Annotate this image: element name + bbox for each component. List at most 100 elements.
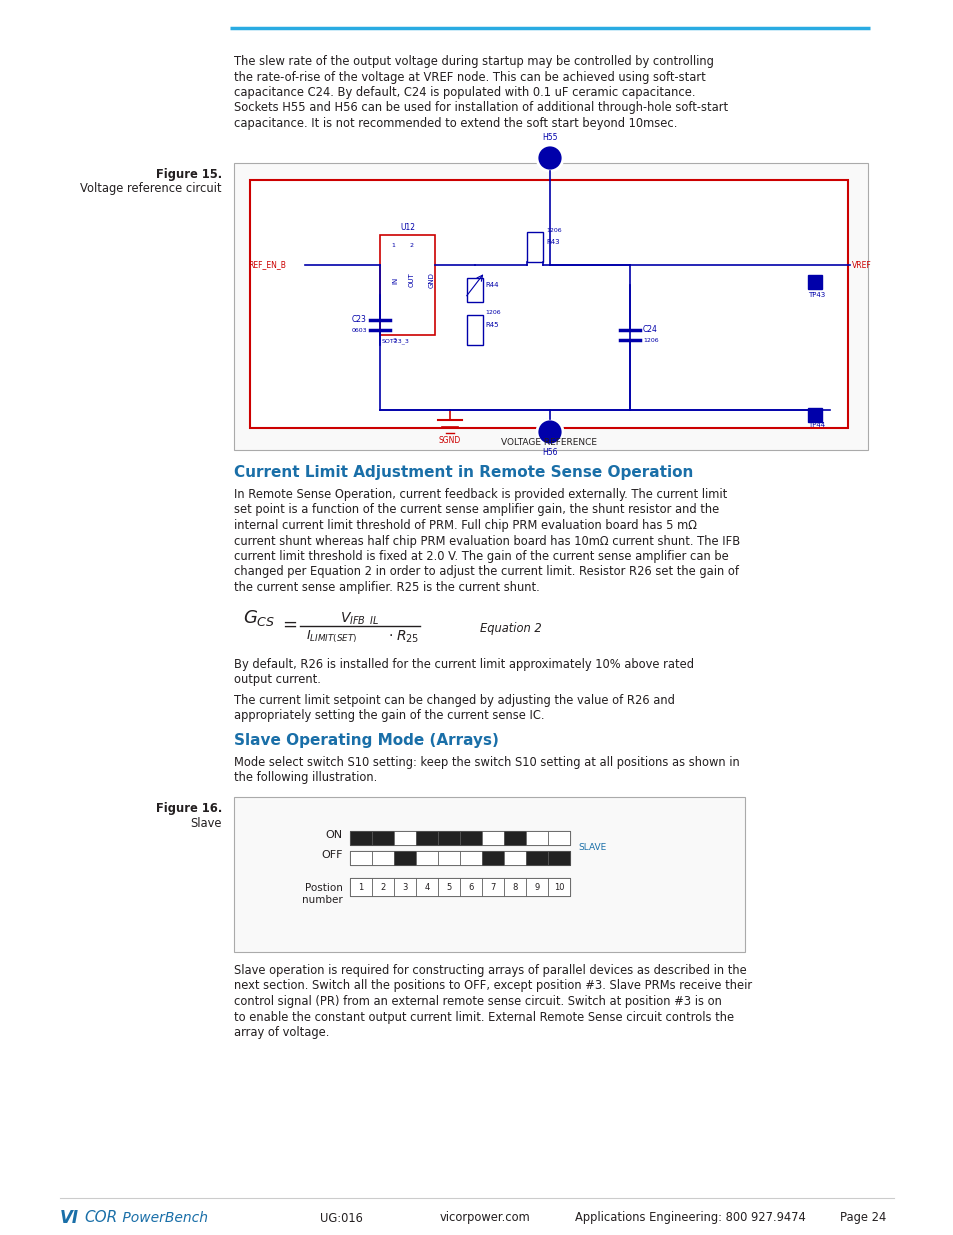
Bar	[437, 878, 459, 897]
Bar	[481, 851, 503, 864]
Text: C24: C24	[642, 326, 658, 335]
Text: Slave: Slave	[191, 818, 222, 830]
Text: H55: H55	[541, 133, 558, 142]
Text: 8: 8	[512, 883, 517, 892]
Bar	[372, 878, 394, 897]
Text: ON: ON	[326, 830, 343, 840]
Text: PowerBench: PowerBench	[118, 1212, 208, 1225]
Bar	[350, 851, 569, 864]
Bar	[547, 878, 569, 897]
Bar	[350, 851, 372, 864]
Bar	[503, 831, 525, 845]
Text: control signal (PR) from an external remote sense circuit. Switch at position #3: control signal (PR) from an external rem…	[233, 995, 721, 1008]
Text: $V_{IFB\_IL}$: $V_{IFB\_IL}$	[340, 611, 379, 630]
Text: U12: U12	[399, 224, 415, 232]
Text: Slave Operating Mode (Arrays): Slave Operating Mode (Arrays)	[233, 734, 498, 748]
Text: 1206: 1206	[484, 310, 500, 315]
Bar	[503, 878, 525, 897]
Text: 0603: 0603	[351, 327, 367, 332]
Text: Page 24: Page 24	[840, 1212, 885, 1224]
Text: C23: C23	[352, 315, 367, 325]
Bar	[526, 232, 542, 262]
Text: capacitance C24. By default, C24 is populated with 0.1 uF ceramic capacitance.: capacitance C24. By default, C24 is popu…	[233, 86, 695, 99]
Text: Figure 16.: Figure 16.	[155, 802, 222, 815]
Bar	[437, 851, 459, 864]
Bar	[350, 831, 372, 845]
Bar	[481, 878, 503, 897]
Text: the current sense amplifier. R25 is the current shunt.: the current sense amplifier. R25 is the …	[233, 580, 539, 594]
Text: Current Limit Adjustment in Remote Sense Operation: Current Limit Adjustment in Remote Sense…	[233, 466, 693, 480]
Bar	[525, 878, 547, 897]
Text: 1: 1	[391, 243, 395, 248]
Text: REF_EN_B: REF_EN_B	[248, 261, 286, 269]
Text: VI: VI	[60, 1209, 79, 1228]
Text: 4: 4	[424, 883, 429, 892]
Text: $G_{CS}$: $G_{CS}$	[243, 608, 275, 629]
Text: 1206: 1206	[642, 337, 658, 342]
Text: 2: 2	[380, 883, 385, 892]
Text: Mode select switch S10 setting: keep the switch S10 setting at all positions as : Mode select switch S10 setting: keep the…	[233, 756, 739, 769]
Text: set point is a function of the current sense amplifier gain, the shunt resistor : set point is a function of the current s…	[233, 504, 719, 516]
Bar	[379, 235, 435, 335]
Text: H56: H56	[541, 448, 558, 457]
Text: VREF: VREF	[851, 261, 871, 269]
Text: R45: R45	[484, 322, 498, 329]
Text: In Remote Sense Operation, current feedback is provided externally. The current : In Remote Sense Operation, current feedb…	[233, 488, 726, 501]
Circle shape	[537, 419, 562, 445]
Text: vicorpower.com: vicorpower.com	[439, 1212, 530, 1224]
Bar	[350, 878, 372, 897]
Bar	[807, 275, 821, 289]
Text: output current.: output current.	[233, 673, 320, 687]
Bar	[467, 278, 482, 303]
Text: R43: R43	[545, 240, 559, 245]
Bar	[459, 831, 481, 845]
Bar	[250, 180, 847, 429]
Text: Figure 15.: Figure 15.	[155, 168, 222, 182]
Bar	[416, 851, 437, 864]
Text: 2: 2	[410, 243, 414, 248]
Text: 9: 9	[534, 883, 539, 892]
Bar	[525, 831, 547, 845]
Text: The slew rate of the output voltage during startup may be controlled by controll: The slew rate of the output voltage duri…	[233, 56, 713, 68]
Text: Voltage reference circuit: Voltage reference circuit	[80, 182, 222, 195]
Text: 1: 1	[358, 883, 363, 892]
Text: next section. Switch all the positions to OFF, except position #3. Slave PRMs re: next section. Switch all the positions t…	[233, 979, 751, 993]
Bar	[394, 831, 416, 845]
Bar	[394, 851, 416, 864]
Text: 1206: 1206	[545, 227, 561, 232]
Text: Applications Engineering: 800 927.9474: Applications Engineering: 800 927.9474	[575, 1212, 805, 1224]
Bar	[233, 797, 744, 952]
Text: UG:016: UG:016	[319, 1212, 362, 1224]
Text: array of voltage.: array of voltage.	[233, 1026, 329, 1039]
Text: R44: R44	[484, 282, 498, 288]
Bar	[372, 851, 394, 864]
Bar	[467, 315, 482, 345]
Text: 5: 5	[446, 883, 451, 892]
Bar	[503, 851, 525, 864]
Text: OUT: OUT	[409, 273, 415, 288]
Text: the rate-of-rise of the voltage at VREF node. This can be achieved using soft-st: the rate-of-rise of the voltage at VREF …	[233, 70, 705, 84]
Text: 3: 3	[393, 338, 396, 343]
Text: 6: 6	[468, 883, 474, 892]
Bar	[372, 831, 394, 845]
Bar	[807, 408, 821, 422]
Bar	[394, 878, 416, 897]
Text: COR: COR	[84, 1210, 117, 1225]
Text: VOLTAGE REFERENCE: VOLTAGE REFERENCE	[500, 438, 597, 447]
Text: OFF: OFF	[321, 850, 343, 860]
Text: 10: 10	[553, 883, 563, 892]
Bar	[416, 831, 437, 845]
Text: the following illustration.: the following illustration.	[233, 772, 376, 784]
Text: capacitance. It is not recommended to extend the soft start beyond 10msec.: capacitance. It is not recommended to ex…	[233, 117, 677, 130]
Bar	[437, 831, 459, 845]
Text: to enable the constant output current limit. External Remote Sense circuit contr: to enable the constant output current li…	[233, 1010, 734, 1024]
Text: GND: GND	[429, 272, 435, 288]
Text: 7: 7	[490, 883, 496, 892]
Text: SGND: SGND	[438, 436, 460, 445]
Bar	[350, 878, 569, 897]
Text: appropriately setting the gain of the current sense IC.: appropriately setting the gain of the cu…	[233, 709, 544, 722]
Text: TP44: TP44	[807, 422, 824, 429]
Text: $I_{LIMIT(SET)}$: $I_{LIMIT(SET)}$	[306, 629, 356, 646]
Bar	[350, 831, 569, 845]
Bar	[416, 878, 437, 897]
